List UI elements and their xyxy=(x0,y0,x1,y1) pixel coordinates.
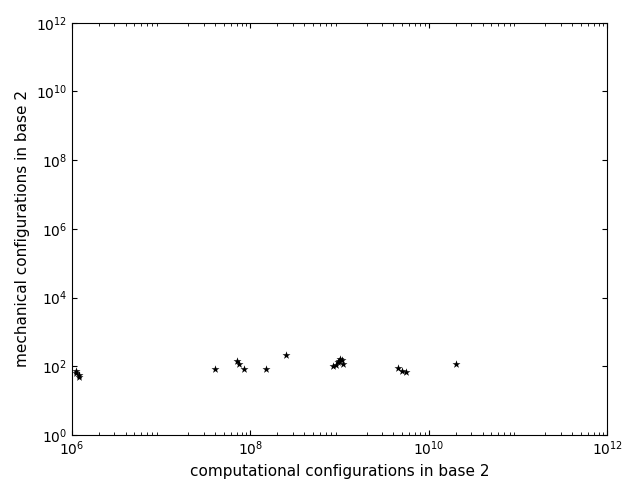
Point xyxy=(234,360,244,368)
Point xyxy=(70,367,80,374)
Point xyxy=(210,365,220,373)
Point xyxy=(74,371,84,379)
Point xyxy=(401,368,411,375)
Point xyxy=(450,360,461,368)
Point xyxy=(393,364,403,372)
Point xyxy=(338,360,348,368)
Point xyxy=(232,357,242,365)
Y-axis label: mechanical configurations in base 2: mechanical configurations in base 2 xyxy=(15,90,30,368)
Point xyxy=(336,356,346,364)
Point xyxy=(334,357,344,365)
X-axis label: computational configurations in base 2: computational configurations in base 2 xyxy=(190,464,489,479)
Point xyxy=(330,361,341,369)
Point xyxy=(332,359,343,367)
Point xyxy=(239,365,249,372)
Point xyxy=(63,360,73,368)
Point xyxy=(328,362,338,370)
Point xyxy=(70,369,80,376)
Point xyxy=(334,355,345,363)
Point xyxy=(261,365,271,372)
Point xyxy=(74,372,84,380)
Point xyxy=(397,367,407,374)
Point xyxy=(281,351,291,359)
